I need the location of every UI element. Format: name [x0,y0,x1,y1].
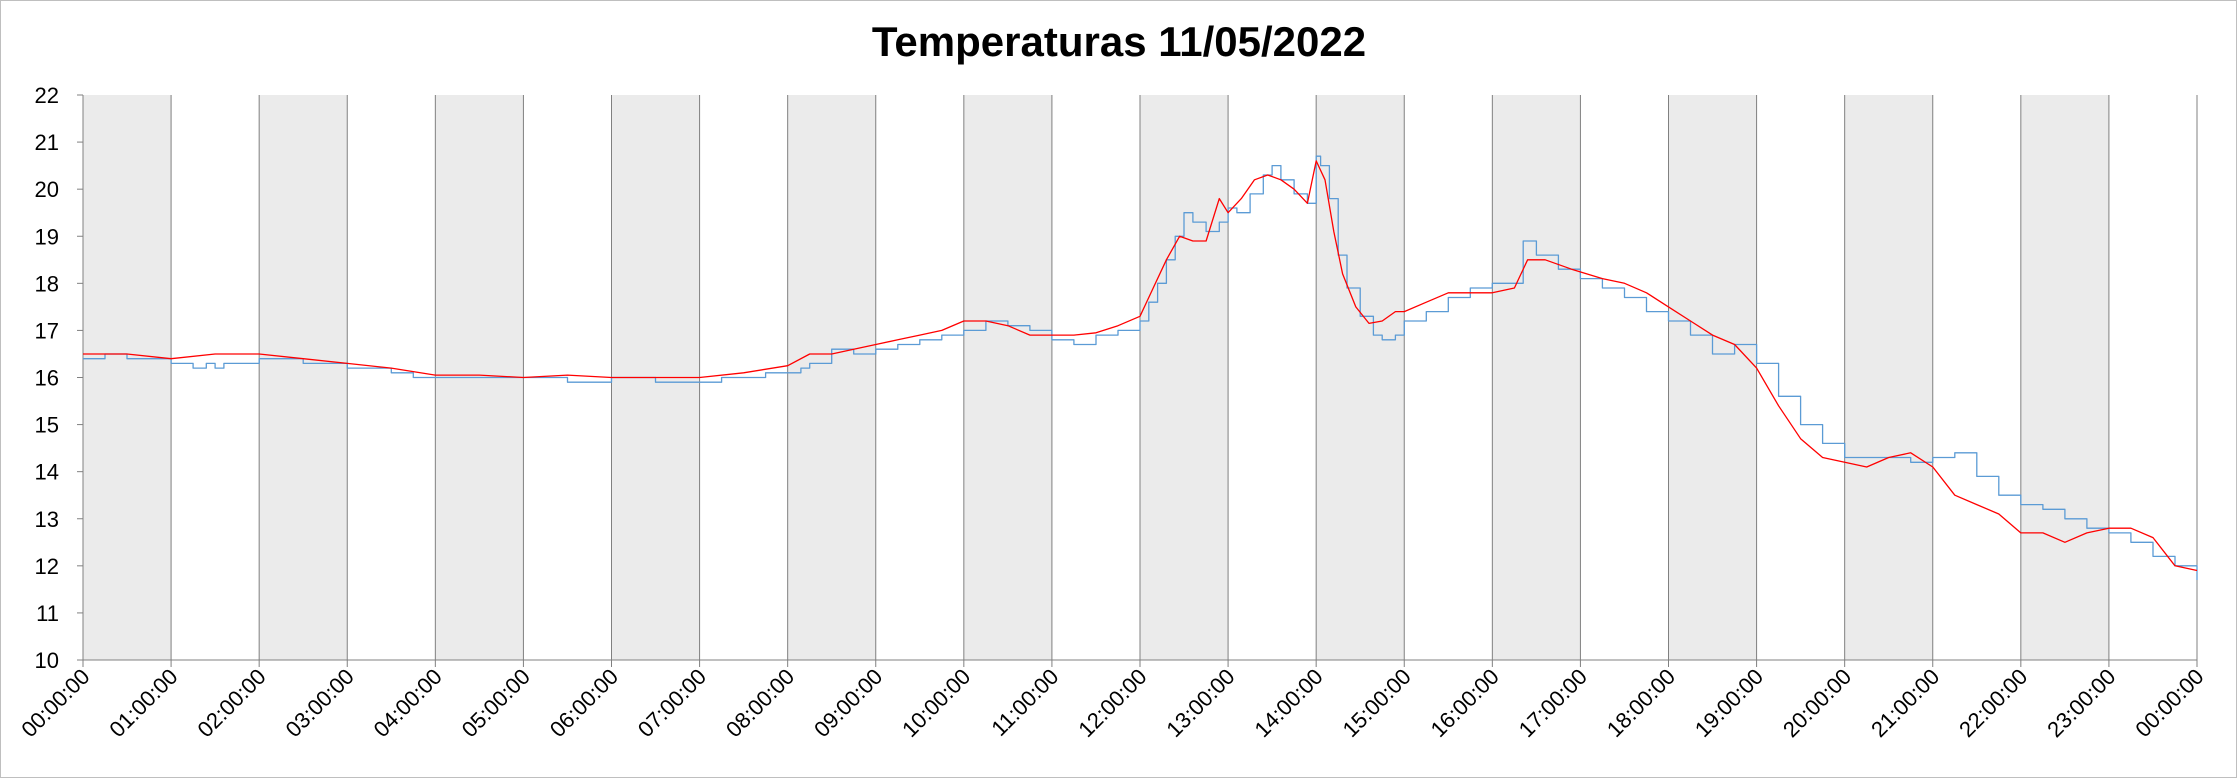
shaded-band [1492,95,1581,660]
series-lines [83,155,2198,580]
x-tick-label: 23:00:00 [2042,664,2120,742]
x-tick-label: 04:00:00 [369,664,447,742]
x-tick-label: 06:00:00 [545,664,623,742]
x-tick-label: 11:00:00 [986,664,1063,741]
y-tick-label: 18 [35,271,59,296]
shaded-band [259,95,348,660]
y-tick-label: 14 [35,460,59,485]
shaded-band [83,95,172,660]
chart-title: Temperaturas 11/05/2022 [872,18,1366,65]
shaded-band [787,95,876,660]
x-tick-label: 00:00:00 [16,664,94,742]
x-tick-label: 20:00:00 [1778,664,1856,742]
x-tick-label: 15:00:00 [1338,664,1416,742]
x-tick-label: 08:00:00 [721,664,799,742]
y-tick-label: 16 [35,366,59,391]
x-tick-label: 21:00:00 [1866,664,1944,742]
y-tick-labels: 10 11 12 13 14 15 16 17 18 19 20 21 22 [35,83,59,673]
y-tick-label: 17 [35,318,59,343]
y-tick-label: 22 [35,83,59,108]
shaded-band [1316,95,1405,660]
axes [77,94,2198,667]
y-tick-label: 12 [35,554,59,579]
y-tick-label: 13 [35,507,59,532]
x-tick-label: 05:00:00 [457,664,535,742]
x-tick-labels: 00:00:00 01:00:00 02:00:00 03:00:00 04:00:00… [16,664,2208,742]
x-tick-label: 18:00:00 [1602,664,1680,742]
x-tick-label: 02:00:00 [192,664,270,742]
shaded-band [1140,95,1229,660]
y-tick-label: 20 [35,177,59,202]
series-line-blue [83,155,2198,580]
shaded-band [1844,95,1933,660]
x-tick-label: 00:00:00 [2130,664,2208,742]
y-tick-label: 21 [35,130,59,155]
y-tick-label: 15 [35,413,59,438]
y-tick-label: 11 [36,601,59,626]
x-tick-label: 10:00:00 [897,664,975,742]
x-tick-label: 01:00:00 [104,664,182,742]
shaded-band [2020,95,2109,660]
x-tick-label: 13:00:00 [1161,664,1239,742]
y-tick-label: 10 [35,648,59,673]
y-tick-label: 19 [35,224,59,249]
x-tick-label: 19:00:00 [1690,664,1768,742]
x-tick-label: 17:00:00 [1514,664,1592,742]
x-tick-label: 09:00:00 [809,664,887,742]
x-tick-label: 16:00:00 [1426,664,1504,742]
series-line-red [83,160,2198,572]
x-tick-label: 12:00:00 [1073,664,1151,742]
x-tick-label: 22:00:00 [1954,664,2032,742]
shaded-band [1668,95,1757,660]
x-tick-label: 03:00:00 [281,664,359,742]
x-tick-label: 14:00:00 [1249,664,1327,742]
background-bands [83,95,2109,660]
x-tick-label: 07:00:00 [633,664,711,742]
shaded-band [963,95,1052,660]
